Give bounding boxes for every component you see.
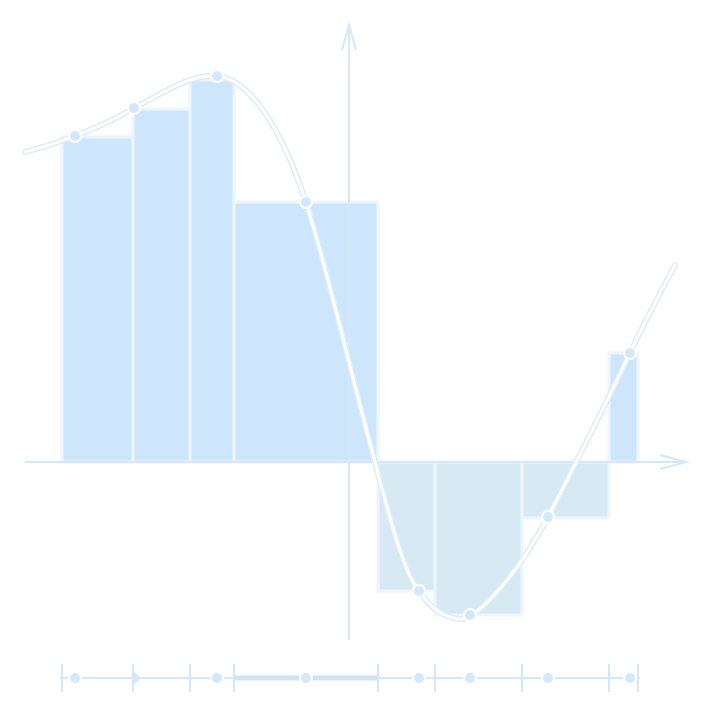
sample-point [412, 584, 426, 598]
tag-point [68, 671, 82, 685]
x-arrow [659, 454, 690, 470]
tag-point [210, 671, 224, 685]
sample-points [68, 69, 637, 622]
curve [22, 72, 678, 622]
rectangle [520, 460, 611, 520]
tag-point [412, 671, 426, 685]
sample-point [210, 69, 224, 83]
rectangle [433, 460, 524, 617]
tag-point [133, 671, 141, 685]
sample-point [541, 510, 555, 524]
sample-point [68, 129, 82, 143]
sample-point [127, 101, 141, 115]
tag-point [623, 671, 637, 685]
sample-point [299, 195, 313, 209]
partition-line [60, 664, 640, 692]
rectangle [188, 78, 236, 464]
rectangle [232, 200, 380, 464]
rectangle [131, 107, 192, 464]
tag-point [299, 671, 313, 685]
tag-point [463, 671, 477, 685]
curve-line [23, 74, 677, 621]
y-arrow [341, 21, 357, 51]
sample-point [463, 608, 477, 622]
tag-point [541, 671, 555, 685]
rectangle [60, 135, 135, 464]
sample-point [623, 346, 637, 360]
